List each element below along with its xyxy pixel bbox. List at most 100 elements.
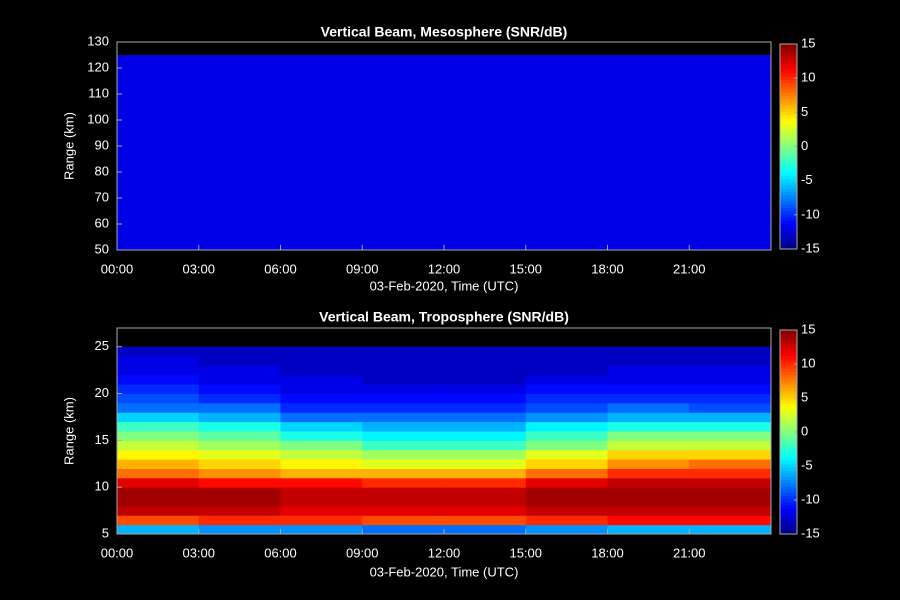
colorbar-swatch xyxy=(780,82,797,87)
colorbar-swatch xyxy=(780,44,797,48)
y-tick-label: 100 xyxy=(87,111,109,126)
heatmap-cell xyxy=(362,384,445,395)
heatmap-cell xyxy=(362,365,445,376)
x-tick-label: 03:00 xyxy=(182,545,215,560)
x-tick-label: 12:00 xyxy=(428,545,461,560)
heatmap-cell xyxy=(198,55,281,95)
colorbar-swatch xyxy=(780,72,797,77)
colorbar-swatch xyxy=(780,460,797,465)
heatmap-cell xyxy=(280,487,363,498)
heatmap-cell xyxy=(280,505,363,516)
heatmap-cell xyxy=(280,374,363,385)
heatmap-cell xyxy=(607,133,690,173)
heatmap-cell xyxy=(362,477,445,488)
heatmap-cell xyxy=(362,487,445,498)
heatmap-cell xyxy=(689,55,772,95)
chart-title: Vertical Beam, Mesosphere (SNR/dB) xyxy=(321,24,568,40)
colorbar-swatch xyxy=(780,483,797,487)
colorbar-swatch xyxy=(780,197,797,202)
heatmap-cell xyxy=(198,459,281,469)
colorbar-swatch xyxy=(780,387,797,392)
colorbar-swatch xyxy=(780,152,797,157)
heatmap-cell xyxy=(280,402,363,413)
colorbar-swatch xyxy=(780,489,797,494)
heatmap-cell xyxy=(444,346,527,357)
heatmap-cell xyxy=(117,496,200,507)
colorbar-swatch xyxy=(780,393,797,398)
heatmap-cell xyxy=(689,487,772,498)
heatmap-cell xyxy=(689,440,772,451)
colorbar-swatch xyxy=(780,47,797,51)
colorbar-swatch xyxy=(780,210,797,215)
heatmap-cell xyxy=(607,459,690,469)
colorbar-swatch xyxy=(780,178,797,183)
colorbar-swatch xyxy=(780,476,797,481)
heatmap-cell xyxy=(117,449,200,460)
colorbar-swatch xyxy=(780,498,797,503)
heatmap-cell xyxy=(117,505,200,516)
colorbar-swatch xyxy=(780,140,797,144)
heatmap-cell xyxy=(117,515,200,526)
heatmap-cell xyxy=(444,496,527,507)
colorbar-swatch xyxy=(780,239,797,244)
x-tick-label: 18:00 xyxy=(591,261,624,276)
colorbar-swatch xyxy=(780,165,797,170)
colorbar-swatch xyxy=(780,403,797,407)
colorbar-swatch xyxy=(780,133,797,138)
heatmap-cell xyxy=(117,402,200,413)
heatmap-cell xyxy=(198,524,281,535)
colorbar-swatch xyxy=(780,342,797,347)
colorbar-swatch xyxy=(780,527,797,532)
heatmap-cell xyxy=(607,431,690,441)
heatmap-cell xyxy=(362,346,445,357)
colorbar-swatch xyxy=(780,104,797,109)
heatmap-cell xyxy=(525,133,608,173)
heatmap-cell xyxy=(362,431,445,441)
heatmap-cell xyxy=(444,487,527,498)
colorbar-swatch xyxy=(780,92,797,96)
heatmap-cell xyxy=(689,374,772,385)
heatmap-cell xyxy=(362,459,445,469)
heatmap-cell xyxy=(362,515,445,526)
colorbar-swatch xyxy=(780,441,797,446)
heatmap-cell xyxy=(607,421,690,432)
colorbar-swatch xyxy=(780,156,797,160)
colorbar-swatch xyxy=(780,505,797,509)
colorbar-swatch xyxy=(780,425,797,430)
colorbar-swatch xyxy=(780,409,797,414)
y-tick-label: 70 xyxy=(95,189,109,204)
colorbar-swatch xyxy=(780,358,797,363)
heatmap-cell xyxy=(444,515,527,526)
heatmap-cell xyxy=(607,515,690,526)
colorbar-swatch xyxy=(780,213,797,218)
heatmap-cell xyxy=(607,505,690,516)
heatmap-cell xyxy=(444,393,527,404)
colorbar-swatch xyxy=(780,204,797,208)
heatmap-cell xyxy=(444,94,527,134)
colorbar-swatch xyxy=(780,50,797,55)
heatmap-cell xyxy=(689,384,772,395)
colorbar-swatch xyxy=(780,330,797,334)
heatmap-cell xyxy=(362,440,445,451)
colorbar-swatch xyxy=(780,124,797,128)
colorbar-swatch xyxy=(780,236,797,240)
colorbar-swatch xyxy=(780,149,797,154)
colorbar-swatch xyxy=(780,502,797,506)
heatmap-cell xyxy=(607,374,690,385)
heatmap-cell xyxy=(525,477,608,488)
colorbar-swatch xyxy=(780,130,797,135)
heatmap-cell xyxy=(198,374,281,385)
colorbar-swatch xyxy=(780,492,797,497)
y-tick-label: 110 xyxy=(88,85,109,100)
heatmap-cell xyxy=(280,449,363,460)
colorbar-swatch xyxy=(780,511,797,516)
colorbar-swatch xyxy=(780,495,797,500)
y-tick-label: 5 xyxy=(102,525,109,540)
heatmap-cell xyxy=(280,524,363,535)
heatmap-cell xyxy=(607,365,690,376)
colorbar-swatch xyxy=(780,162,797,167)
colorbar-swatch xyxy=(780,355,797,360)
colorbar-swatch xyxy=(780,486,797,490)
colorbar-swatch xyxy=(780,245,797,250)
colorbar-swatch xyxy=(780,463,797,468)
